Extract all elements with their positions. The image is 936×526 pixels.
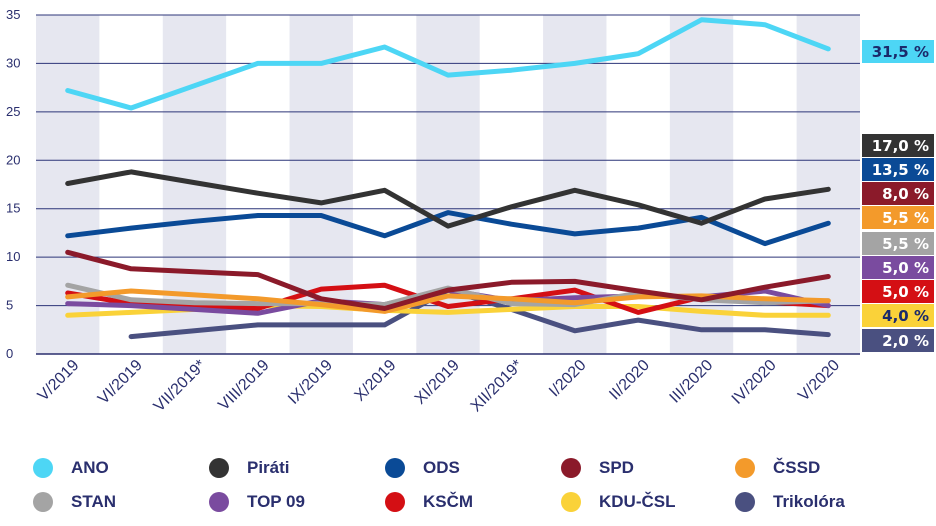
legend-item: TOP 09 — [209, 490, 305, 514]
y-tick-label: 20 — [6, 152, 20, 167]
y-tick-label: 15 — [6, 201, 20, 216]
series-line--ssd — [65, 288, 831, 314]
x-tick-label: V/2020 — [795, 357, 843, 405]
y-tick-label: 25 — [6, 104, 20, 119]
end-value-label: 17,0 % — [872, 137, 929, 155]
end-value-label: 8,0 % — [882, 185, 929, 203]
x-tick-label: IV/2020 — [729, 357, 780, 408]
legend-label: ODS — [423, 458, 460, 477]
legend-item: SPD — [561, 456, 634, 480]
end-value-label: 31,5 % — [872, 43, 929, 61]
legend-swatch — [385, 458, 405, 478]
x-tick-label: I/2020 — [546, 357, 590, 401]
legend-swatch — [209, 492, 229, 512]
series-line-pir-ti — [65, 169, 831, 229]
column-band — [796, 15, 860, 354]
x-tick-label: II/2020 — [606, 357, 653, 404]
legend-label: TOP 09 — [247, 492, 305, 511]
x-tick-label: XII/2019* — [468, 357, 527, 416]
y-tick-label: 5 — [6, 298, 13, 313]
legend-label: ANO — [71, 458, 109, 477]
end-label-box — [862, 304, 934, 327]
end-value-label: 4,0 % — [882, 307, 929, 325]
legend-swatch — [209, 458, 229, 478]
line-chart: 0 5 10 15 20 25 30 35 V/2019 VI/2019 VII/2019* VIII… — [6, 7, 934, 416]
legend-label: KDU-ČSL — [599, 492, 676, 511]
end-label-box — [862, 329, 934, 352]
y-tick-label: 0 — [6, 346, 13, 361]
x-tick-label: VI/2019 — [95, 357, 146, 408]
x-tick-label: XI/2019 — [412, 357, 463, 408]
legend-item: KDU-ČSL — [561, 490, 676, 514]
x-tick-label: IX/2019 — [285, 357, 336, 408]
legend-item: KSČM — [385, 490, 473, 514]
end-value-label: 5,0 % — [882, 259, 929, 277]
end-value-label: 13,5 % — [872, 161, 929, 179]
x-tick-label: VIII/2019 — [215, 357, 272, 414]
legend-swatch — [33, 492, 53, 512]
legend-label: KSČM — [423, 492, 474, 511]
legend-item: Piráti — [209, 456, 290, 480]
x-tick-label: III/2020 — [667, 357, 717, 407]
legend-swatch — [735, 458, 755, 478]
legend-swatch — [561, 492, 581, 512]
legend-swatch — [33, 458, 53, 478]
end-label-box — [862, 182, 934, 205]
y-tick-label: 10 — [6, 249, 20, 264]
chart-legend: ANO Piráti ODS SPD ČSSD STAN TOP 09 KSČM KDU-ČSL… — [0, 452, 936, 526]
y-tick-label: 30 — [6, 55, 20, 70]
legend-item: ANO — [33, 456, 109, 480]
legend-swatch — [735, 492, 755, 512]
x-tick-label: V/2019 — [35, 357, 83, 405]
legend-label: Piráti — [247, 458, 290, 477]
legend-label: STAN — [71, 492, 117, 511]
legend-item: STAN — [33, 490, 116, 514]
legend-label: ČSSD — [773, 458, 821, 477]
end-value-label: 5,5 % — [882, 209, 929, 227]
end-value-label: 5,5 % — [882, 235, 929, 253]
series-line-ods — [65, 210, 831, 247]
legend-item: Trikolóra — [735, 490, 845, 514]
x-tick-label: VII/2019* — [151, 357, 210, 416]
end-value-label: 2,0 % — [882, 332, 929, 350]
x-tick-label: X/2019 — [352, 357, 400, 405]
series-line-spd — [65, 249, 831, 311]
legend-item: ČSSD — [735, 456, 820, 480]
end-label-box — [862, 40, 934, 63]
end-label-box — [862, 158, 934, 181]
end-label-box — [862, 280, 934, 303]
legend-swatch — [385, 492, 405, 512]
legend-swatch — [561, 458, 581, 478]
legend-label: SPD — [599, 458, 634, 477]
legend-label: Trikolóra — [773, 492, 845, 511]
end-value-label: 5,0 % — [882, 283, 929, 301]
y-tick-label: 35 — [6, 7, 20, 22]
series-line-ano — [65, 17, 831, 111]
legend-item: ODS — [385, 456, 460, 480]
end-label-box — [862, 256, 934, 279]
end-label-box — [862, 232, 934, 255]
end-label-box — [862, 134, 934, 157]
end-label-box — [862, 206, 934, 229]
